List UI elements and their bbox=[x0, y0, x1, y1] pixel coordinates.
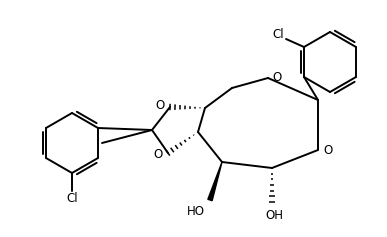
Text: OH: OH bbox=[265, 209, 283, 222]
Polygon shape bbox=[208, 162, 222, 201]
Text: O: O bbox=[156, 99, 165, 111]
Text: O: O bbox=[323, 143, 332, 156]
Text: O: O bbox=[272, 70, 281, 83]
Text: HO: HO bbox=[187, 205, 205, 218]
Text: Cl: Cl bbox=[272, 27, 284, 41]
Text: Cl: Cl bbox=[66, 191, 78, 205]
Text: O: O bbox=[154, 149, 163, 161]
